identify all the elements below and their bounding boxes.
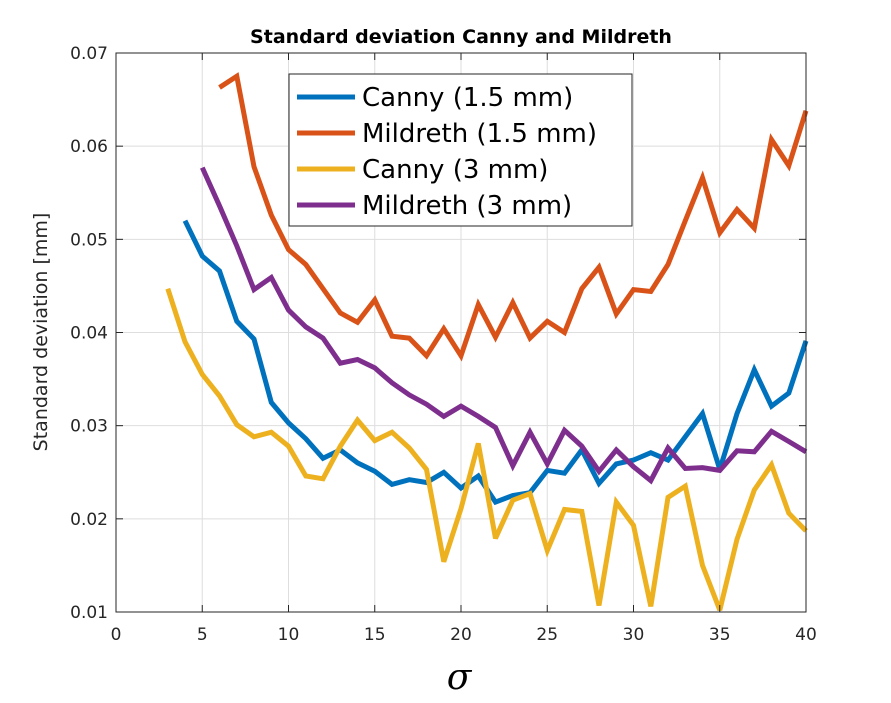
chart-title: Standard deviation Canny and Mildreth bbox=[250, 26, 672, 48]
x-tick-label: 25 bbox=[536, 625, 558, 645]
legend-label: Canny (1.5 mm) bbox=[362, 83, 573, 113]
series-line-1 bbox=[218, 72, 809, 362]
x-tick-label: 15 bbox=[364, 625, 386, 645]
y-tick-label: 0.07 bbox=[70, 44, 108, 64]
x-tick-label: 30 bbox=[623, 625, 645, 645]
x-tick-label: 20 bbox=[450, 625, 472, 645]
legend-label: Canny (3 mm) bbox=[362, 155, 548, 185]
series-line-0 bbox=[182, 219, 809, 506]
legend-label: Mildreth (3 mm) bbox=[362, 191, 572, 221]
x-tick-label: 10 bbox=[278, 625, 300, 645]
y-tick-label: 0.06 bbox=[70, 137, 108, 157]
x-axis: 0 5 10 15 20 25 30 35 40 bbox=[111, 53, 817, 645]
x-axis-label: σ bbox=[447, 657, 473, 698]
legend: Canny (1.5 mm) Mildreth (1.5 mm) Canny (3 … bbox=[288, 73, 633, 227]
y-axis: 0.01 0.02 0.03 0.04 0.05 0.06 0.07 bbox=[70, 44, 806, 623]
y-tick-label: 0.01 bbox=[70, 603, 108, 623]
series-line-3 bbox=[200, 166, 808, 485]
y-tick-label: 0.05 bbox=[70, 230, 108, 250]
y-tick-label: 0.04 bbox=[70, 324, 108, 344]
y-tick-label: 0.02 bbox=[70, 510, 108, 530]
x-tick-label: 5 bbox=[197, 625, 208, 645]
y-tick-label: 0.03 bbox=[70, 417, 108, 437]
y-axis-label: Standard deviation [mm] bbox=[30, 213, 52, 452]
x-tick-label: 40 bbox=[795, 625, 817, 645]
x-tick-label: 35 bbox=[709, 625, 731, 645]
series-lines bbox=[165, 72, 809, 612]
x-tick-label: 0 bbox=[111, 625, 122, 645]
legend-label: Mildreth (1.5 mm) bbox=[362, 119, 597, 149]
series-line-2 bbox=[165, 287, 808, 612]
